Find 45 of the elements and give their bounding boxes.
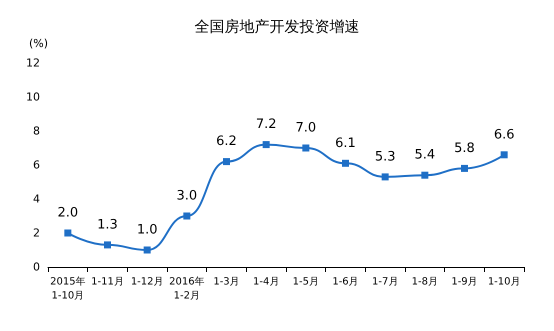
x-tick-label: 1-5月 (292, 276, 320, 288)
point (421, 172, 428, 179)
point (223, 158, 230, 166)
y-tick-label: 0 (33, 260, 40, 274)
x-tick-label: 1-12月 (130, 276, 164, 288)
x-tick-label: 2015年 1-10月 (50, 276, 86, 302)
point (144, 246, 151, 254)
data-label: 5.3 (374, 149, 396, 164)
point (302, 144, 310, 152)
x-tick-label: 1-10月 (488, 276, 521, 288)
y-tick-label: 6 (33, 158, 40, 172)
data-label: 1.3 (97, 217, 118, 232)
point (262, 141, 270, 148)
x-tick-label: 1-11月 (91, 276, 124, 288)
y-axis-title: (%) (28, 37, 48, 50)
data-label: 2.0 (57, 206, 78, 220)
y-tick-label: 8 (33, 124, 40, 138)
data-label: 6.2 (216, 134, 237, 150)
y-tick-label: 10 (26, 90, 40, 104)
x-tick-label: 1-8月 (412, 276, 438, 288)
x-tick-label: 2016年 1-2月 (169, 276, 205, 302)
x-tick-label: 1-6月 (332, 276, 359, 288)
data-label: 6.1 (335, 136, 356, 151)
point (500, 151, 508, 158)
y-tick-label: 4 (33, 192, 40, 206)
point (104, 241, 111, 248)
x-tick-label: 1-7月 (372, 276, 398, 288)
point (342, 160, 349, 167)
y-tick-label: 12 (26, 56, 40, 70)
point (64, 230, 72, 236)
data-label: 1.0 (136, 222, 158, 238)
data-label: 3.0 (176, 188, 198, 204)
chart-title: 全国房地产开发投资增速 (194, 18, 360, 36)
data-label: 7.0 (295, 120, 316, 136)
x-tick-label: 1-9月 (451, 276, 478, 288)
point (183, 212, 190, 220)
y-tick-label: 2 (33, 226, 40, 240)
data-label: 6.6 (494, 127, 515, 142)
data-label: 7.2 (256, 117, 277, 132)
x-tick-label: 1-4月 (252, 276, 280, 288)
point (382, 173, 389, 180)
point (461, 164, 468, 172)
data-label: 5.8 (454, 140, 475, 156)
x-tick-label: 1-3月 (213, 276, 240, 288)
data-label: 5.4 (414, 148, 436, 163)
